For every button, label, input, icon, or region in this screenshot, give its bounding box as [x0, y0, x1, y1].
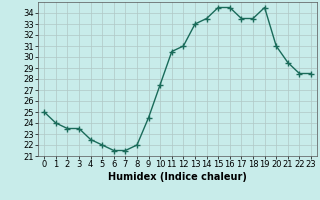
X-axis label: Humidex (Indice chaleur): Humidex (Indice chaleur): [108, 172, 247, 182]
